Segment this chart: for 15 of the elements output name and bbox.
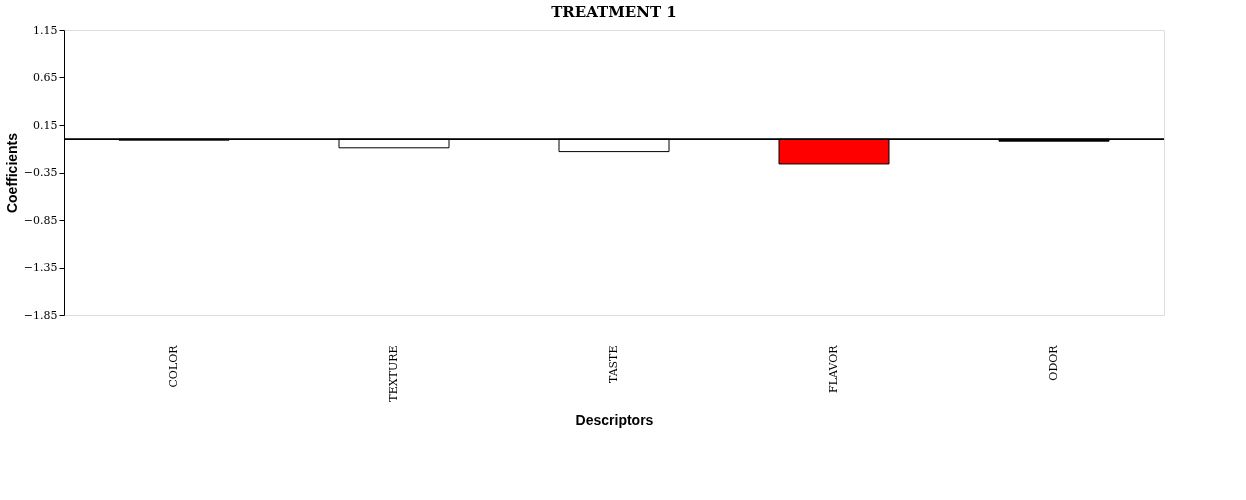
y-tick-label: −1.85 <box>23 308 58 322</box>
chart-title: TREATMENT 1 <box>551 3 677 21</box>
x-tick-label: TEXTURE <box>387 345 400 402</box>
y-axis-title: Coefficients <box>3 132 20 214</box>
y-tick-label: 0.15 <box>33 118 58 132</box>
x-tick-label: TASTE <box>607 345 620 384</box>
x-tick-label: ODOR <box>1047 344 1060 381</box>
y-tick-label: 0.65 <box>33 71 58 84</box>
y-tick-label: −0.85 <box>23 213 58 227</box>
x-tick-label: COLOR <box>167 344 180 388</box>
x-axis-title: Descriptors <box>575 411 654 428</box>
y-tick-label: −0.35 <box>23 166 58 179</box>
x-tick-label: FLAVOR <box>827 344 840 393</box>
y-tick-label: −1.35 <box>23 261 58 274</box>
y-tick-label: 1.15 <box>33 23 58 37</box>
